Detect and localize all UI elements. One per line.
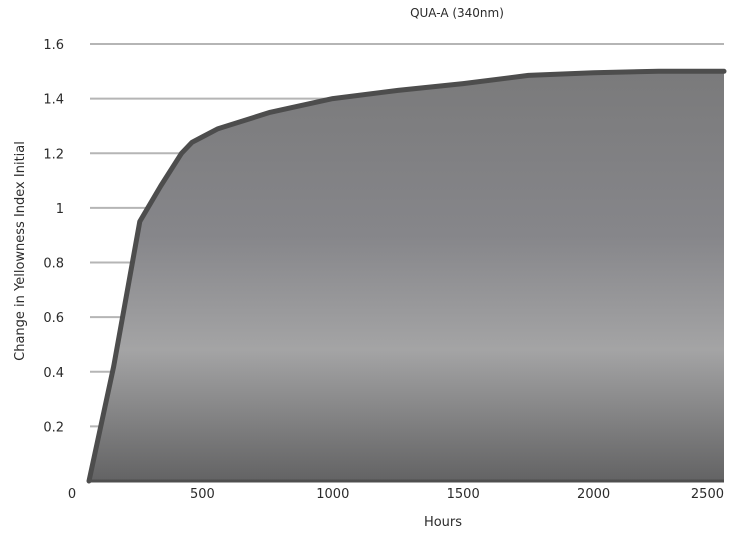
x-tick-label: 2000 bbox=[577, 487, 610, 502]
x-tick-label: 1000 bbox=[316, 487, 349, 502]
tick-labels: 0.2 0.4 0.6 0.8 1 1.2 1.4 1.6 0 500 1000 1500 2000 25… bbox=[43, 38, 724, 502]
y-tick-label: 0.4 bbox=[43, 366, 64, 381]
y-axis-label: Change in Yellowness Index Initial bbox=[13, 141, 28, 361]
x-tick-label: 500 bbox=[190, 487, 215, 502]
y-tick-label: 0.6 bbox=[43, 311, 64, 326]
series-line bbox=[86, 68, 727, 484]
y-tick-label: 1.4 bbox=[43, 93, 64, 108]
y-tick-label: 1.2 bbox=[43, 147, 64, 162]
x-tick-label: 2500 bbox=[691, 487, 724, 502]
data-area bbox=[86, 68, 727, 484]
x-axis-label: Hours bbox=[424, 515, 462, 530]
y-tick-label: 0.8 bbox=[43, 257, 64, 272]
y-tick-label: 1.6 bbox=[43, 38, 64, 53]
chart-title: QUA-A (340nm) bbox=[410, 6, 504, 20]
x-tick-label: 0 bbox=[68, 487, 76, 502]
x-tick-label: 1500 bbox=[447, 487, 480, 502]
series-area bbox=[88, 71, 724, 482]
y-tick-label: 0.2 bbox=[43, 420, 64, 435]
y-tick-label: 1 bbox=[56, 202, 64, 217]
